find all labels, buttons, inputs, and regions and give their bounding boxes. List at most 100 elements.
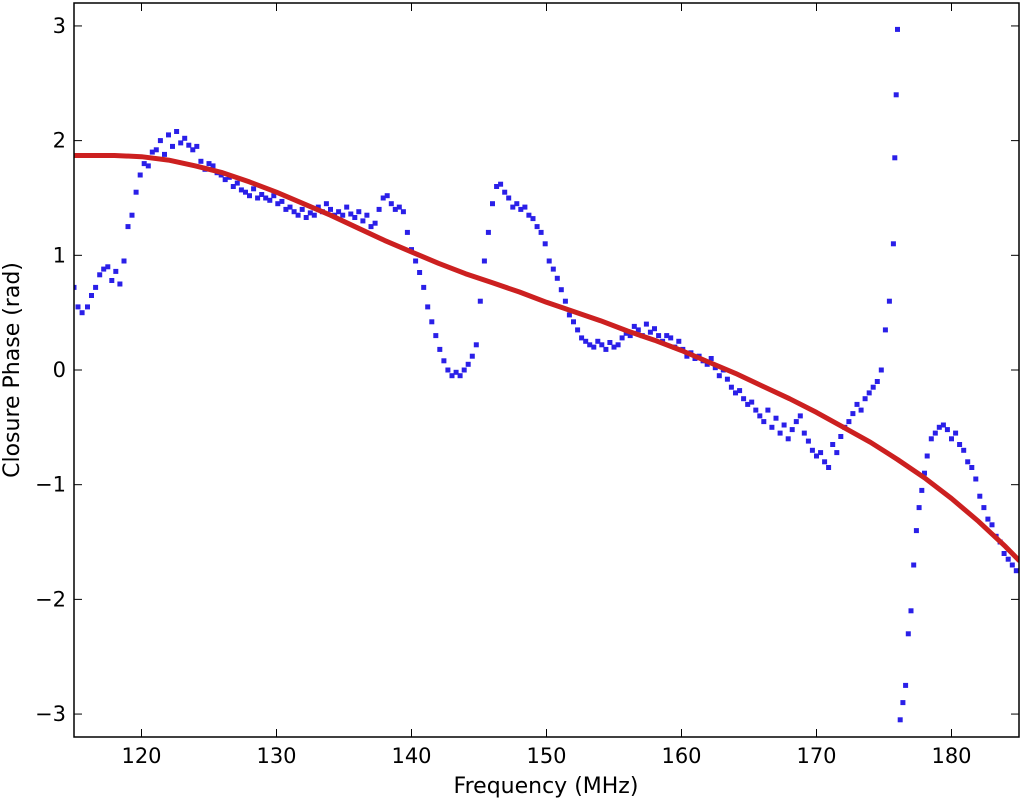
y-tick-label: 0	[53, 358, 66, 382]
scatter-point	[85, 304, 90, 310]
scatter-point	[291, 209, 297, 215]
scatter-point	[749, 399, 755, 405]
scatter-point	[433, 333, 439, 339]
scatter-point	[404, 229, 410, 235]
scatter-point	[498, 181, 504, 187]
scatter-point	[137, 172, 143, 178]
scatter-point	[737, 388, 743, 394]
scatter-point	[283, 206, 289, 212]
scatter-point	[908, 608, 914, 614]
scatter-point	[218, 172, 224, 178]
scatter-point	[961, 447, 967, 453]
scatter-point	[153, 147, 159, 153]
scatter-point	[481, 258, 487, 264]
scatter-point	[919, 487, 925, 493]
scatter-point	[870, 384, 876, 390]
scatter-point	[518, 206, 524, 212]
scatter-point	[818, 450, 824, 456]
scatter-point	[477, 298, 483, 304]
x-axis-label: Frequency (MHz)	[454, 774, 639, 799]
scatter-point	[664, 333, 670, 339]
y-tick-label: −1	[35, 473, 66, 497]
scatter-point	[558, 287, 564, 293]
scatter-point	[773, 415, 779, 421]
scatter-point	[985, 516, 991, 522]
scatter-point	[170, 143, 175, 149]
y-tick-label: 3	[53, 14, 66, 38]
scatter-point	[149, 149, 155, 155]
scatter-point	[74, 284, 77, 290]
scatter-point	[862, 396, 868, 402]
scatter-point	[364, 212, 370, 218]
scatter-point	[502, 189, 508, 195]
scatter-point	[141, 161, 147, 167]
scatter-point	[469, 353, 475, 359]
scatter-point	[728, 384, 734, 390]
scatter-point	[133, 189, 139, 195]
scatter-point	[615, 342, 621, 348]
scatter-point	[441, 358, 447, 364]
scatter-point	[336, 209, 342, 215]
scatter-point	[822, 459, 828, 465]
scatter-point	[506, 195, 512, 201]
scatter-point	[712, 365, 718, 371]
scatter-point	[514, 201, 520, 207]
scatter-point	[437, 346, 443, 352]
scatter-point	[210, 163, 216, 169]
scatter-point	[575, 327, 581, 333]
scatter-point	[769, 424, 775, 430]
scatter-point	[360, 218, 366, 224]
scatter-point	[562, 298, 568, 304]
scatter-point	[708, 356, 714, 361]
axis-ticks: 120 130 140 150 160 170 180 −3 −2 −1 0 1 2 3	[35, 3, 1019, 768]
scatter-point	[494, 184, 500, 189]
scatter-point	[977, 493, 983, 499]
scatter-point	[429, 319, 435, 325]
scatter-point	[801, 430, 807, 436]
scatter-point	[230, 184, 236, 189]
scatter-point	[344, 204, 350, 210]
scatter-point	[599, 342, 605, 348]
scatter-point	[623, 330, 629, 336]
scatter-point	[635, 327, 641, 333]
x-tick-label: 170	[796, 744, 836, 768]
scatter-point	[243, 189, 248, 195]
scatter-point	[757, 413, 763, 419]
scatter-point	[352, 215, 358, 220]
scatter-point	[101, 266, 107, 272]
scatter-point	[858, 407, 864, 413]
scatter-point	[376, 206, 382, 212]
scatter-point	[944, 427, 950, 433]
scatter-point	[969, 465, 975, 470]
scatter-point	[247, 193, 252, 199]
scatter-point	[805, 438, 811, 444]
scatter-point	[886, 298, 892, 304]
scatter-point	[510, 204, 516, 210]
scatter-point	[854, 401, 860, 407]
scatter-point	[893, 92, 899, 98]
scatter-point	[182, 135, 188, 141]
scatter-point	[522, 204, 528, 210]
scatter-point	[550, 266, 556, 272]
scatter-point	[166, 132, 171, 138]
scatter-point	[897, 717, 903, 723]
scatter-point	[348, 211, 354, 217]
scatter-point	[579, 335, 585, 341]
scatter-point	[279, 198, 285, 204]
scatter-point	[340, 212, 346, 218]
scatter-point	[421, 284, 427, 290]
scatter-point	[724, 376, 730, 382]
scatter-point	[631, 323, 637, 329]
scatter-point	[178, 140, 184, 146]
scatter-point	[777, 430, 783, 436]
scatter-point	[965, 459, 971, 465]
scatter-point	[538, 229, 544, 235]
scatter-point	[566, 312, 572, 318]
scatter-point	[554, 275, 560, 281]
scatter-point	[916, 505, 922, 511]
scatter-point	[271, 193, 277, 199]
scatter-point	[222, 177, 228, 183]
scatter-point	[643, 321, 649, 327]
x-tick-label: 130	[256, 744, 296, 768]
scatter-point	[587, 342, 593, 348]
